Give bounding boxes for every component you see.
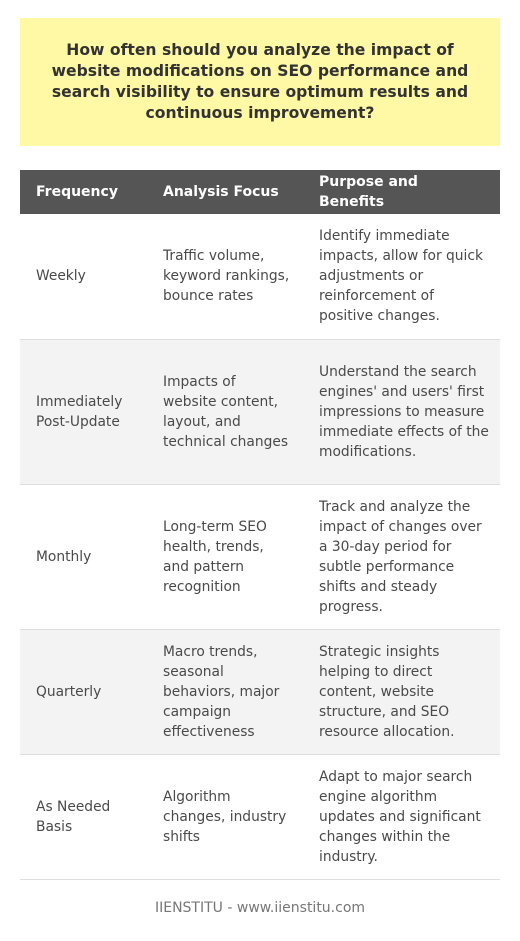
focus-cell: Traffic volume, keyword rankings, bounce…	[147, 214, 303, 340]
frequency-cell: As Needed Basis	[20, 754, 147, 880]
focus-cell: Macro trends, seasonal behaviors, major …	[147, 629, 303, 755]
table-row: As Needed Basis Algorithm changes, indus…	[20, 754, 500, 880]
column-header-purpose-benefits: Purpose and Benefits	[303, 170, 500, 214]
table-row: Quarterly Macro trends, seasonal behavio…	[20, 629, 500, 755]
table-row: Weekly Traffic volume, keyword rankings,…	[20, 214, 500, 340]
table-row: Immediately Post-Update Impacts of websi…	[20, 339, 500, 485]
footer-credit: IIENSTITU - www.iienstitu.com	[154, 900, 366, 916]
frequency-cell: Immediately Post-Update	[20, 339, 147, 485]
purpose-cell: Strategic insights helping to direct con…	[303, 629, 500, 755]
table-header-row: Frequency Analysis Focus Purpose and Ben…	[20, 170, 500, 214]
frequency-cell: Monthly	[20, 484, 147, 630]
title-banner: How often should you analyze the impact …	[20, 18, 500, 146]
focus-cell: Algorithm changes, industry shifts	[147, 754, 303, 880]
column-header-analysis-focus: Analysis Focus	[147, 170, 303, 214]
frequency-cell: Weekly	[20, 214, 147, 340]
table-row: Monthly Long-term SEO health, trends, an…	[20, 484, 500, 630]
page-title: How often should you analyze the impact …	[51, 41, 469, 122]
purpose-cell: Identify immediate impacts, allow for qu…	[303, 214, 500, 340]
purpose-cell: Adapt to major search engine algorithm u…	[303, 754, 500, 880]
purpose-cell: Track and analyze the impact of changes …	[303, 484, 500, 630]
frequency-cell: Quarterly	[20, 629, 147, 755]
frequency-table: Frequency Analysis Focus Purpose and Ben…	[20, 170, 500, 880]
column-header-frequency: Frequency	[20, 170, 147, 214]
purpose-cell: Understand the search engines' and users…	[303, 339, 500, 485]
focus-cell: Long-term SEO health, trends, and patter…	[147, 484, 303, 630]
focus-cell: Impacts of website content, layout, and …	[147, 339, 303, 485]
